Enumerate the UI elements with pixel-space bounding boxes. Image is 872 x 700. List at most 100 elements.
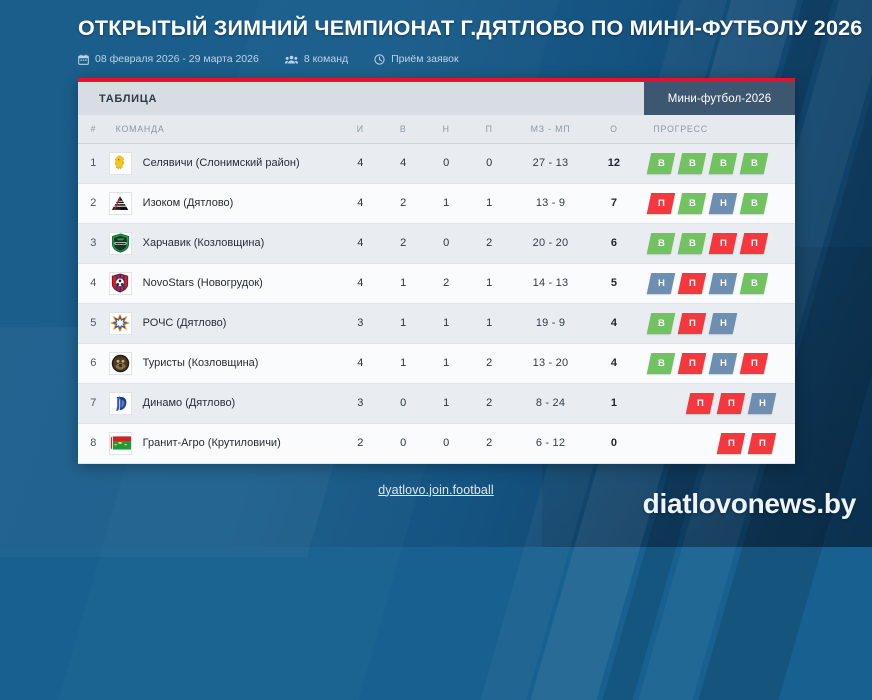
cell-won: 1: [381, 343, 425, 384]
meta-dates-text: 08 февраля 2026 - 29 марта 2026: [95, 53, 259, 65]
cell-lost: 2: [467, 383, 511, 424]
standings-body: 1 Селявичи (Слонимский район) 4 4 0 0 27 - 13 1…: [78, 143, 795, 464]
cell-team[interactable]: Гранит-Агро (Крутиловичи): [108, 423, 339, 464]
tournament-meta: 08 февраля 2026 - 29 марта 2026 8 команд: [78, 53, 872, 65]
cell-goals: 14 - 13: [510, 263, 591, 304]
calendar-icon: [78, 54, 89, 65]
people-icon: [284, 54, 298, 65]
cell-rank: 3: [78, 223, 109, 264]
cell-team[interactable]: Динамо (Дятлово): [108, 383, 339, 424]
progress-badge-w: В: [647, 152, 676, 174]
lion-emblem-icon: [108, 151, 132, 175]
cell-goals: 13 - 9: [510, 183, 591, 224]
progress-badge-d: Н: [709, 192, 738, 214]
progress-badge-w: В: [647, 312, 676, 334]
flag-emblem-icon: [108, 431, 132, 455]
standings-table: # КОМАНДА И В Н П МЗ - МП О ПРОГРЕСС 1 Се…: [78, 115, 795, 464]
progress-badge-l: П: [740, 352, 769, 374]
cell-played: 4: [338, 183, 382, 224]
column-header-goals: МЗ - МП: [510, 115, 591, 144]
meta-dates: 08 февраля 2026 - 29 марта 2026: [78, 53, 259, 65]
cell-team[interactable]: Харчавик (Козловщина): [108, 223, 339, 264]
progress-badge-l: П: [678, 272, 707, 294]
star-emblem-icon: [108, 311, 132, 335]
cell-drawn: 1: [424, 183, 468, 224]
cell-drawn: 2: [424, 263, 468, 304]
table-row[interactable]: 8 Гранит-Агро (Крутиловичи) 2 0 0 2 6 - 12 0 П П: [78, 423, 795, 464]
cell-played: 3: [338, 383, 382, 424]
cell-team[interactable]: Селявичи (Слонимский район): [108, 143, 339, 184]
cell-team[interactable]: NovoStars (Новогрудок): [108, 263, 339, 304]
progress-badge-w: В: [678, 232, 707, 254]
progress-badge-w: В: [740, 192, 769, 214]
cell-points: 6: [590, 223, 638, 264]
cell-drawn: 1: [424, 383, 468, 424]
team-name: Динамо (Дятлово): [142, 397, 236, 409]
cell-won: 4: [381, 143, 425, 184]
team-name: NovoStars (Новогрудок): [142, 277, 263, 289]
column-header-played: И: [338, 115, 382, 144]
cell-lost: 1: [467, 183, 511, 224]
team-name: Харчавик (Козловщина): [142, 237, 265, 249]
cell-goals: 6 - 12: [510, 423, 591, 464]
cell-won: 0: [381, 383, 425, 424]
cell-played: 4: [338, 343, 382, 384]
accent-bar: [78, 78, 795, 82]
cell-played: 4: [338, 143, 382, 184]
column-header-lost: П: [467, 115, 511, 144]
table-row[interactable]: 4 NovoStars (Новогрудок) 4 1 2 1 14 - 13 5 Н П Н В: [78, 263, 795, 304]
progress-badge-d: Н: [709, 352, 738, 374]
progress-badge-l: П: [685, 392, 715, 414]
page-title: ОТКРЫТЫЙ ЗИМНИЙ ЧЕМПИОНАТ Г.ДЯТЛОВО ПО М…: [78, 16, 863, 40]
cell-won: 2: [381, 223, 425, 264]
cell-points: 7: [590, 183, 638, 224]
progress-badge-d: Н: [709, 272, 738, 294]
table-row[interactable]: 6 Туристы (Козловщина) 4 1 1 2 13 - 20 4 В П Н П: [78, 343, 795, 384]
red-blue-shield-emblem-icon: [108, 271, 132, 295]
cell-lost: 2: [467, 423, 511, 464]
cell-lost: 2: [467, 343, 511, 384]
site-link[interactable]: dyatlovo.join.football: [378, 482, 494, 497]
cell-team[interactable]: РОЧС (Дятлово): [108, 303, 339, 344]
table-row[interactable]: 1 Селявичи (Слонимский район) 4 4 0 0 27 - 13 1…: [78, 143, 795, 184]
standings-card: ТАБЛИЦА Мини-футбол-2026 # КОМАНДА И В Н…: [78, 78, 795, 464]
progress-badge-l: П: [709, 232, 738, 254]
table-row[interactable]: 7 Динамо (Дятлово) 3 0 1 2 8 - 24 1 П П Н: [78, 383, 795, 424]
cell-team[interactable]: Изоком (Дятлово): [108, 183, 339, 224]
meta-teams: 8 команд: [284, 53, 348, 65]
cell-lost: 1: [467, 263, 511, 304]
cell-drawn: 1: [424, 303, 468, 344]
progress-badge-w: В: [647, 352, 676, 374]
cell-rank: 5: [78, 303, 109, 344]
cell-points: 5: [590, 263, 638, 304]
dynamo-d-emblem-icon: [108, 391, 132, 415]
cell-rank: 2: [78, 183, 109, 224]
team-name: РОЧС (Дятлово): [142, 317, 227, 329]
column-header-progress: ПРОГРЕСС: [637, 115, 795, 144]
table-row[interactable]: 3 Харчавик (Козловщина) 4 2 0 2 20 - 20 6 В В П П: [78, 223, 795, 264]
cell-played: 4: [338, 223, 382, 264]
team-name: Изоком (Дятлово): [142, 197, 234, 209]
progress-badge-l: П: [647, 192, 676, 214]
cell-won: 2: [381, 183, 425, 224]
cell-rank: 8: [78, 423, 109, 464]
green-shield-emblem-icon: [108, 231, 132, 255]
progress-badge-w: В: [740, 272, 769, 294]
column-header-rank: #: [78, 115, 109, 144]
cell-team[interactable]: Туристы (Козловщина): [108, 343, 339, 384]
cell-points: 12: [590, 143, 638, 184]
dark-circle-emblem-icon: [108, 351, 132, 375]
cell-played: 3: [338, 303, 382, 344]
triangle-emblem-icon: [108, 191, 132, 215]
page-header: ОТКРЫТЫЙ ЗИМНИЙ ЧЕМПИОНАТ Г.ДЯТЛОВО ПО М…: [0, 0, 872, 65]
progress-badge-w: В: [647, 232, 676, 254]
